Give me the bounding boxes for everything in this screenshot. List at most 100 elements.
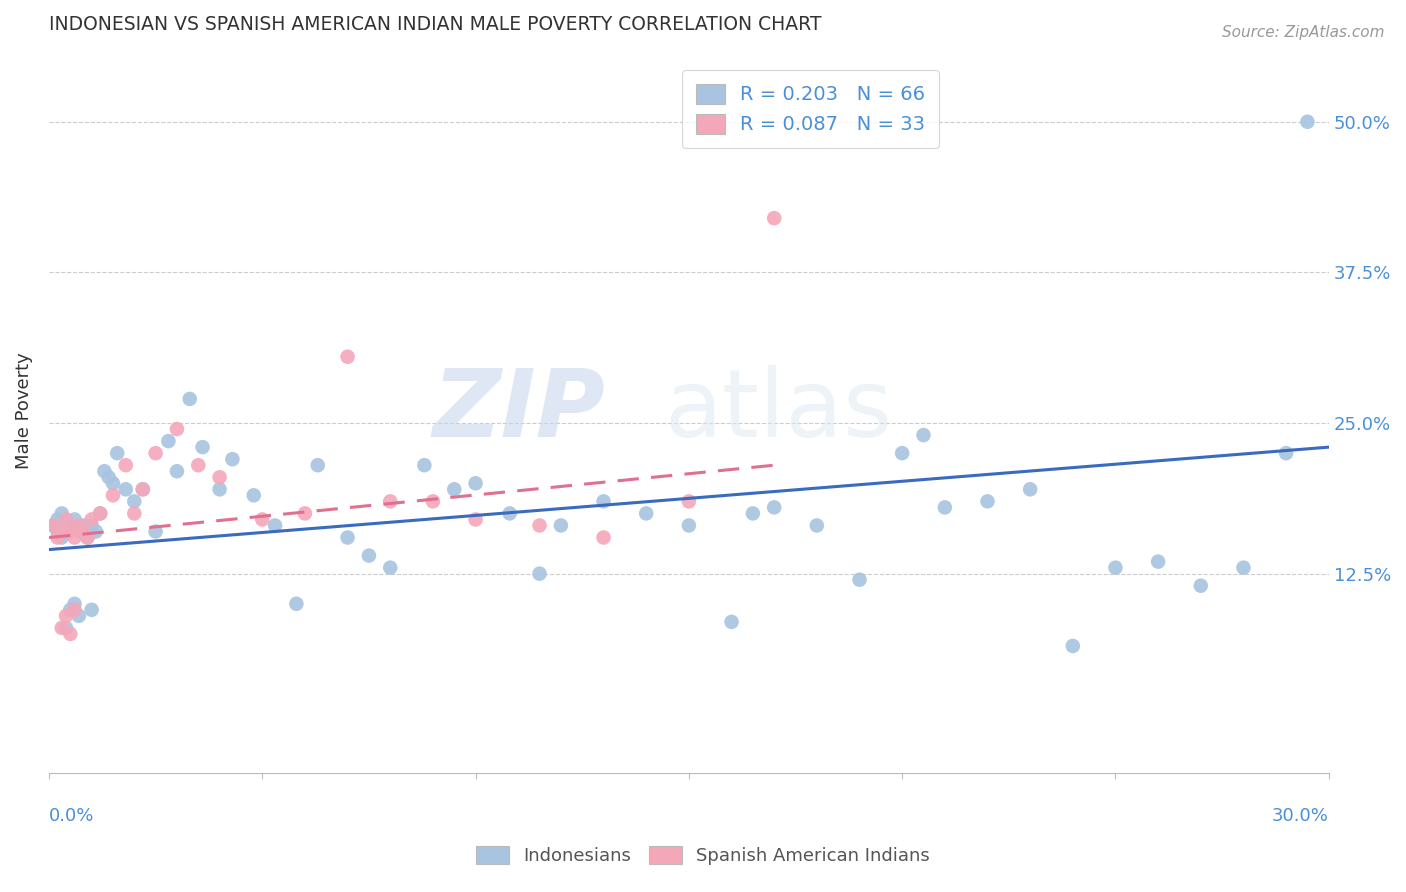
Point: [59, 524, 82, 539]
Point: [63, 597, 86, 611]
Point: [101, 476, 124, 491]
Point: [67, 524, 90, 539]
Point: [42, 518, 65, 533]
Point: [80, 512, 103, 526]
Point: [763, 211, 786, 226]
Text: ZIP: ZIP: [433, 365, 606, 457]
Point: [208, 483, 231, 497]
Point: [307, 458, 329, 473]
Point: [357, 549, 380, 563]
Point: [114, 458, 136, 473]
Point: [443, 483, 465, 497]
Point: [720, 615, 742, 629]
Text: atlas: atlas: [664, 365, 893, 457]
Point: [63, 531, 86, 545]
Point: [529, 518, 551, 533]
Point: [72, 518, 94, 533]
Point: [208, 470, 231, 484]
Point: [157, 434, 180, 449]
Point: [55, 621, 77, 635]
Point: [63, 603, 86, 617]
Point: [678, 494, 700, 508]
Point: [132, 483, 155, 497]
Legend: R = 0.203   N = 66, R = 0.087   N = 33: R = 0.203 N = 66, R = 0.087 N = 33: [682, 70, 939, 148]
Point: [221, 452, 243, 467]
Point: [592, 494, 614, 508]
Point: [63, 512, 86, 526]
Point: [1189, 579, 1212, 593]
Point: [132, 483, 155, 497]
Point: [1296, 114, 1319, 128]
Point: [848, 573, 870, 587]
Point: [97, 470, 120, 484]
Point: [51, 531, 73, 545]
Point: [76, 531, 98, 545]
Point: [464, 512, 486, 526]
Point: [1019, 483, 1042, 497]
Point: [1062, 639, 1084, 653]
Point: [187, 458, 209, 473]
Point: [46, 524, 69, 539]
Point: [264, 518, 287, 533]
Point: [191, 440, 214, 454]
Point: [93, 464, 115, 478]
Point: [67, 518, 90, 533]
Point: [72, 524, 94, 539]
Point: [59, 518, 82, 533]
Point: [1104, 560, 1126, 574]
Point: [51, 621, 73, 635]
Point: [46, 512, 69, 526]
Point: [592, 531, 614, 545]
Point: [1232, 560, 1254, 574]
Y-axis label: Male Poverty: Male Poverty: [15, 352, 32, 469]
Point: [741, 507, 763, 521]
Legend: Indonesians, Spanish American Indians: Indonesians, Spanish American Indians: [470, 838, 936, 872]
Point: [380, 560, 402, 574]
Point: [89, 507, 111, 521]
Point: [294, 507, 316, 521]
Point: [1147, 555, 1170, 569]
Point: [1275, 446, 1298, 460]
Point: [464, 476, 486, 491]
Point: [145, 446, 167, 460]
Point: [380, 494, 402, 508]
Point: [976, 494, 998, 508]
Point: [499, 507, 522, 521]
Text: INDONESIAN VS SPANISH AMERICAN INDIAN MALE POVERTY CORRELATION CHART: INDONESIAN VS SPANISH AMERICAN INDIAN MA…: [49, 15, 821, 34]
Point: [242, 488, 264, 502]
Point: [84, 524, 107, 539]
Point: [529, 566, 551, 581]
Point: [105, 446, 128, 460]
Point: [114, 483, 136, 497]
Point: [806, 518, 828, 533]
Text: 30.0%: 30.0%: [1272, 807, 1329, 825]
Point: [55, 512, 77, 526]
Point: [179, 392, 201, 406]
Point: [55, 524, 77, 539]
Point: [934, 500, 956, 515]
Point: [80, 603, 103, 617]
Point: [336, 350, 359, 364]
Point: [51, 507, 73, 521]
Point: [42, 518, 65, 533]
Point: [413, 458, 436, 473]
Point: [336, 531, 359, 545]
Point: [891, 446, 914, 460]
Point: [124, 507, 146, 521]
Point: [550, 518, 572, 533]
Point: [422, 494, 444, 508]
Point: [46, 531, 69, 545]
Point: [101, 488, 124, 502]
Text: Source: ZipAtlas.com: Source: ZipAtlas.com: [1222, 25, 1385, 40]
Point: [166, 422, 188, 436]
Point: [678, 518, 700, 533]
Point: [59, 627, 82, 641]
Point: [636, 507, 658, 521]
Point: [166, 464, 188, 478]
Point: [89, 507, 111, 521]
Point: [80, 518, 103, 533]
Point: [51, 524, 73, 539]
Point: [76, 531, 98, 545]
Point: [285, 597, 308, 611]
Point: [252, 512, 274, 526]
